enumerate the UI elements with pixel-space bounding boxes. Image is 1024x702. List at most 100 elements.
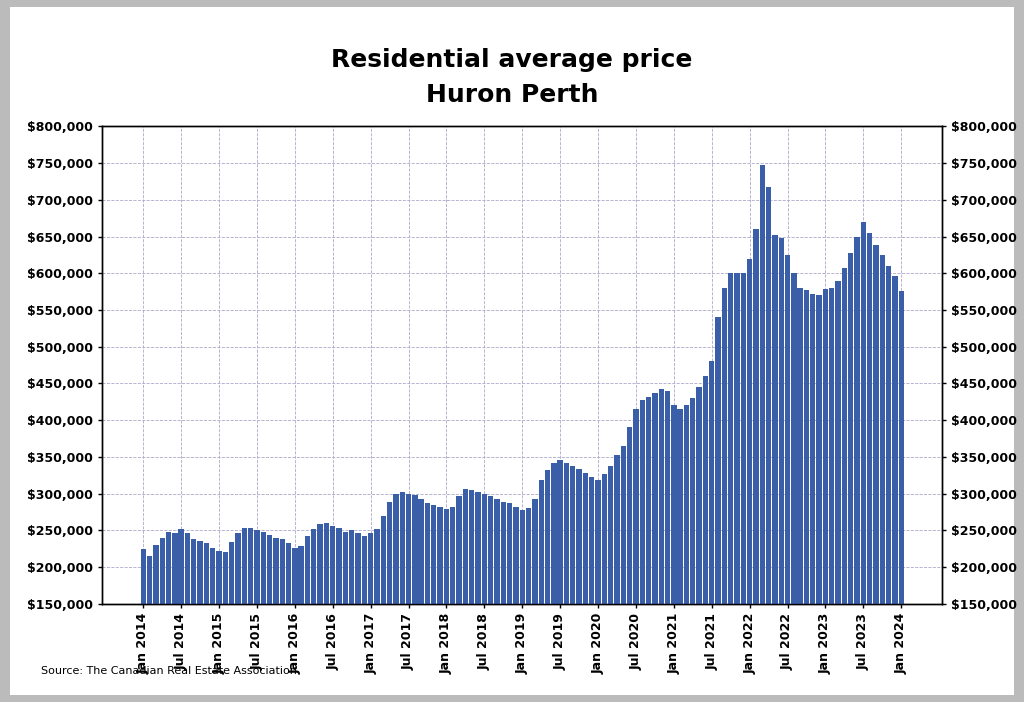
- Bar: [734, 273, 739, 702]
- Bar: [690, 398, 695, 702]
- Bar: [798, 288, 803, 702]
- Bar: [336, 528, 342, 702]
- Bar: [216, 551, 222, 702]
- Bar: [330, 526, 336, 702]
- Bar: [822, 289, 828, 702]
- Bar: [298, 546, 304, 702]
- Bar: [236, 534, 241, 702]
- Text: Residential average price
Huron Perth: Residential average price Huron Perth: [332, 48, 692, 107]
- Bar: [317, 524, 323, 702]
- Bar: [349, 530, 354, 702]
- Bar: [242, 528, 247, 702]
- Bar: [760, 164, 765, 702]
- Bar: [577, 470, 582, 702]
- Bar: [311, 529, 316, 702]
- Text: Source: The Canadian Real Estate Association: Source: The Canadian Real Estate Associa…: [41, 666, 297, 676]
- Bar: [848, 253, 853, 702]
- Bar: [413, 495, 418, 702]
- Bar: [399, 492, 404, 702]
- Bar: [772, 235, 777, 702]
- Bar: [867, 233, 872, 702]
- Bar: [665, 391, 670, 702]
- Bar: [254, 530, 260, 702]
- Bar: [873, 245, 879, 702]
- Bar: [595, 480, 601, 702]
- Bar: [166, 531, 171, 702]
- Bar: [792, 273, 797, 702]
- Bar: [583, 473, 588, 702]
- Bar: [886, 266, 891, 702]
- Bar: [526, 508, 531, 702]
- Bar: [898, 291, 904, 702]
- Bar: [451, 507, 456, 702]
- Bar: [836, 281, 841, 702]
- Bar: [602, 475, 607, 702]
- Bar: [267, 536, 272, 702]
- Bar: [495, 499, 500, 702]
- Bar: [519, 510, 525, 702]
- Bar: [557, 460, 563, 702]
- Bar: [608, 465, 613, 702]
- Bar: [425, 503, 430, 702]
- Bar: [513, 507, 518, 702]
- Bar: [778, 238, 784, 702]
- Bar: [387, 503, 392, 702]
- Bar: [716, 317, 721, 702]
- Bar: [539, 480, 544, 702]
- Bar: [184, 534, 190, 702]
- Bar: [419, 499, 424, 702]
- Bar: [229, 542, 234, 702]
- Bar: [532, 499, 538, 702]
- Bar: [678, 409, 683, 702]
- Bar: [646, 397, 651, 702]
- Bar: [463, 489, 468, 702]
- Bar: [381, 515, 386, 702]
- Bar: [198, 541, 203, 702]
- Bar: [204, 543, 209, 702]
- Bar: [784, 255, 791, 702]
- Bar: [746, 258, 753, 702]
- Bar: [154, 545, 159, 702]
- Bar: [722, 288, 727, 702]
- Bar: [368, 534, 374, 702]
- Bar: [507, 503, 512, 702]
- Bar: [488, 496, 494, 702]
- Bar: [696, 387, 701, 702]
- Bar: [658, 390, 664, 702]
- Bar: [589, 477, 594, 702]
- Bar: [406, 494, 412, 702]
- Bar: [627, 428, 632, 702]
- Bar: [273, 538, 279, 702]
- Bar: [178, 529, 184, 702]
- Bar: [880, 255, 885, 702]
- Bar: [702, 376, 709, 702]
- Bar: [640, 399, 645, 702]
- Bar: [305, 536, 310, 702]
- Bar: [740, 273, 746, 702]
- Bar: [443, 509, 450, 702]
- Bar: [501, 502, 506, 702]
- Bar: [892, 276, 898, 702]
- Bar: [260, 531, 266, 702]
- Bar: [564, 463, 569, 702]
- Bar: [280, 539, 285, 702]
- Bar: [684, 406, 689, 702]
- Bar: [671, 406, 677, 702]
- Bar: [545, 470, 550, 702]
- Bar: [652, 393, 657, 702]
- Bar: [210, 548, 215, 702]
- Bar: [816, 296, 822, 702]
- Bar: [804, 290, 809, 702]
- Bar: [754, 229, 759, 702]
- Bar: [842, 268, 847, 702]
- Bar: [172, 534, 177, 702]
- Bar: [614, 456, 620, 702]
- Bar: [860, 222, 866, 702]
- Bar: [621, 446, 626, 702]
- Bar: [160, 538, 165, 702]
- Bar: [222, 552, 228, 702]
- Bar: [457, 496, 462, 702]
- Bar: [728, 273, 733, 702]
- Bar: [854, 237, 860, 702]
- Bar: [361, 536, 367, 702]
